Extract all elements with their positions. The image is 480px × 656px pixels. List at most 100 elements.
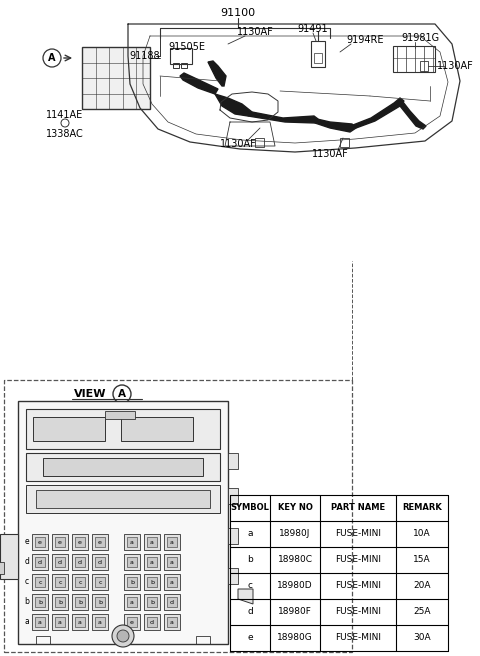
Text: a: a [130, 539, 134, 544]
Text: PART NAME: PART NAME [331, 504, 385, 512]
Bar [167, 617, 177, 627]
Bar [75, 577, 85, 587]
Text: b: b [150, 579, 154, 584]
Bar [52, 614, 68, 630]
Text: d: d [78, 560, 82, 565]
Bar [52, 534, 68, 550]
Bar [55, 557, 65, 567]
Text: c: c [58, 579, 62, 584]
Bar [95, 537, 105, 547]
Bar [55, 597, 65, 607]
Bar [32, 614, 48, 630]
Text: 18980C: 18980C [277, 556, 312, 565]
Text: FUSE-MINI: FUSE-MINI [335, 581, 381, 590]
Bar [170, 48, 192, 64]
Bar [35, 557, 45, 567]
Text: d: d [38, 560, 42, 565]
Bar [55, 617, 65, 627]
Bar [144, 614, 160, 630]
Text: b: b [78, 600, 82, 604]
Bar [0, 534, 18, 579]
Text: d: d [247, 607, 253, 617]
Bar [314, 53, 322, 63]
Bar [144, 574, 160, 590]
Bar [35, 597, 45, 607]
Bar [127, 537, 137, 547]
Bar [196, 636, 210, 644]
Bar [173, 63, 179, 68]
Bar [26, 409, 220, 449]
Bar [52, 574, 68, 590]
Text: d: d [24, 558, 29, 567]
Text: e: e [130, 619, 134, 625]
Text: 15A: 15A [413, 556, 431, 565]
Bar [393, 46, 435, 72]
Bar [121, 417, 193, 441]
Bar [92, 554, 108, 570]
Bar [147, 597, 157, 607]
Text: FUSE-MINI: FUSE-MINI [335, 556, 381, 565]
Text: d: d [150, 619, 154, 625]
Bar [340, 138, 349, 147]
Text: b: b [150, 600, 154, 604]
Text: e: e [98, 539, 102, 544]
Circle shape [117, 630, 129, 642]
Bar [72, 614, 88, 630]
Text: a: a [170, 560, 174, 565]
Text: VIEW: VIEW [74, 389, 106, 399]
Bar [144, 554, 160, 570]
Text: 25A: 25A [413, 607, 431, 617]
Text: 91491: 91491 [298, 24, 328, 34]
Bar [228, 568, 238, 584]
Bar [92, 594, 108, 610]
Polygon shape [353, 98, 404, 128]
Text: e: e [38, 539, 42, 544]
Bar [228, 453, 238, 469]
Text: 10A: 10A [413, 529, 431, 539]
Bar [92, 614, 108, 630]
Text: b: b [38, 600, 42, 604]
Bar [167, 597, 177, 607]
Bar [95, 557, 105, 567]
Bar [92, 574, 108, 590]
Bar [75, 537, 85, 547]
Bar [167, 557, 177, 567]
Text: 18980G: 18980G [277, 634, 313, 642]
Bar [105, 411, 135, 419]
Bar [75, 617, 85, 627]
Bar [167, 537, 177, 547]
Bar [55, 577, 65, 587]
Bar [124, 614, 140, 630]
Bar [36, 490, 210, 508]
Bar [228, 528, 238, 544]
Bar [95, 597, 105, 607]
Text: 1130AF: 1130AF [237, 27, 274, 37]
Bar [147, 617, 157, 627]
Polygon shape [238, 589, 253, 604]
Text: 91505E: 91505E [168, 42, 205, 52]
Bar [95, 617, 105, 627]
Text: 1338AC: 1338AC [46, 129, 84, 139]
Text: a: a [38, 619, 42, 625]
Text: d: d [58, 560, 62, 565]
Bar [26, 485, 220, 513]
Text: a: a [170, 619, 174, 625]
Text: b: b [98, 600, 102, 604]
Text: b: b [130, 579, 134, 584]
Text: FUSE-MINI: FUSE-MINI [335, 634, 381, 642]
Text: A: A [118, 389, 126, 399]
Bar [43, 458, 203, 476]
Bar [420, 61, 428, 71]
Bar [35, 577, 45, 587]
Text: b: b [58, 600, 62, 604]
Text: e: e [247, 634, 253, 642]
Bar [75, 597, 85, 607]
Text: SYMBOL: SYMBOL [230, 504, 269, 512]
Bar [75, 557, 85, 567]
Text: a: a [58, 619, 62, 625]
Text: d: d [170, 600, 174, 604]
Text: b: b [247, 556, 253, 565]
Bar [164, 614, 180, 630]
Bar [92, 534, 108, 550]
Bar [164, 574, 180, 590]
